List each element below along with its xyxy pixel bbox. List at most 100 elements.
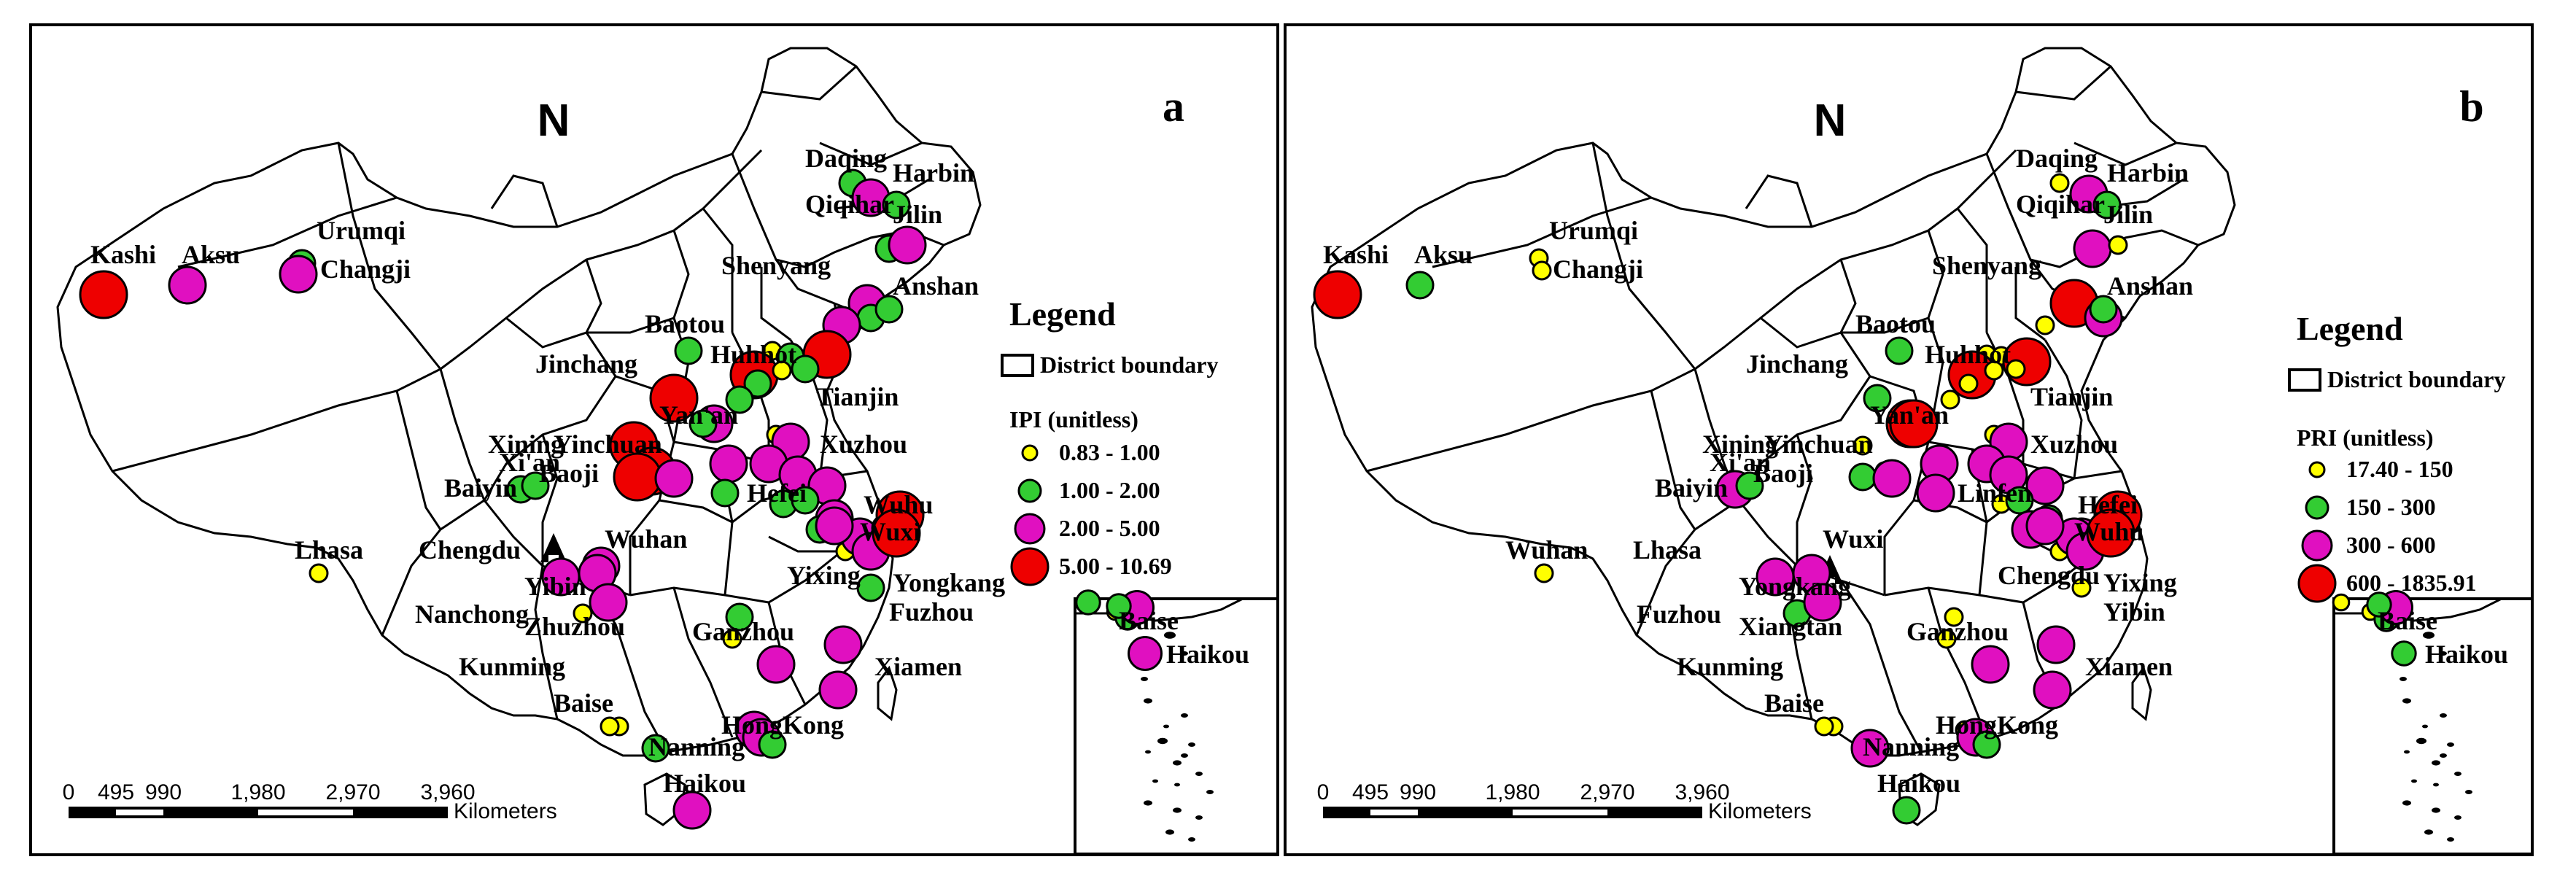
- city-label: Yan'an: [659, 400, 738, 430]
- district-boundary: [768, 535, 842, 553]
- island-mark: [2447, 837, 2454, 842]
- taiwan-outline: [2131, 665, 2152, 721]
- city-point: [1128, 636, 1163, 671]
- scale-tick-label: 1,980: [1485, 780, 1540, 804]
- city-label: Linfen: [1958, 478, 2032, 508]
- city-point: [688, 409, 718, 438]
- city-point: [743, 369, 772, 398]
- scale-unit-label: Kilometers: [454, 799, 557, 823]
- city-point: [1872, 459, 1912, 498]
- island-mark: [2440, 651, 2447, 656]
- inset-city-label: Haikou: [2425, 640, 2508, 669]
- scale-tick-label: 0: [63, 780, 75, 804]
- city-label: Ganzhou: [692, 617, 794, 646]
- city-point: [882, 190, 911, 220]
- city-label: Jinchang: [1746, 349, 1848, 379]
- island-mark: [1181, 713, 1188, 718]
- scale-tick-label: 990: [145, 780, 182, 804]
- island-mark: [2402, 800, 2411, 806]
- city-point: [1972, 730, 2001, 759]
- district-boundary: [440, 149, 763, 370]
- city-label: Lhasa: [295, 535, 363, 564]
- scale-bar-segment: [1370, 810, 1418, 815]
- legend-class-label: 300 - 600: [2346, 532, 2436, 558]
- city-point: [2086, 508, 2135, 558]
- legend-class-label: 150 - 300: [2346, 494, 2436, 520]
- city-label: Aksu: [182, 240, 240, 269]
- city-point: [613, 452, 662, 502]
- city-point: [1405, 271, 1435, 300]
- city-point: [2033, 670, 2072, 710]
- legend-class-swatch: [2301, 529, 2333, 562]
- city-label: Baotou: [1855, 309, 1936, 338]
- island-mark: [1164, 632, 1176, 639]
- district-boundary: [2014, 267, 2046, 341]
- city-label: Baoji: [1753, 459, 1813, 488]
- city-point: [710, 478, 740, 508]
- city-label: Haikou: [663, 769, 746, 798]
- city-label: Xining: [488, 430, 564, 459]
- city-point: [309, 563, 329, 583]
- city-label: Huhhot: [710, 340, 796, 369]
- scale-bar-segment: [258, 810, 353, 815]
- district-boundary: [1737, 332, 1871, 501]
- city-point: [756, 645, 796, 684]
- scale-tick-label: 3,960: [1675, 780, 1729, 804]
- city-label: Yibin: [2103, 597, 2165, 626]
- inset-city-label: Baise: [2378, 606, 2437, 635]
- legend-class-swatch: [2308, 461, 2326, 478]
- city-point: [1971, 645, 2010, 684]
- city-label: Tianjin: [816, 382, 899, 411]
- scale-tick-label: 3,960: [420, 780, 475, 804]
- city-point: [1313, 270, 1362, 319]
- city-point: [1984, 360, 2004, 381]
- district-boundary: [1841, 230, 1944, 334]
- scale-tick-label: 2,970: [1580, 780, 1634, 804]
- district-boundary: [702, 208, 734, 333]
- city-label: Qiqihar: [2016, 190, 2105, 219]
- city-label: Kashi: [90, 240, 156, 269]
- district-boundary: [761, 65, 858, 101]
- city-label: Wuhu: [2074, 517, 2144, 546]
- city-point: [2025, 506, 2065, 546]
- inset-map: Baise Haikou: [1075, 589, 1249, 842]
- city-point: [722, 629, 742, 649]
- legend-class-label: 2.00 - 5.00: [1059, 515, 1160, 541]
- legend-class-label: 600 - 1835.91: [2346, 570, 2477, 596]
- city-label: Baiyin: [1655, 473, 1728, 502]
- taiwan-outline: [877, 665, 898, 721]
- city-point: [1885, 336, 1914, 365]
- island-mark: [1165, 829, 1174, 835]
- island-mark: [2432, 760, 2440, 766]
- city-point: [2036, 625, 2076, 664]
- island-mark: [1174, 783, 1180, 787]
- district-boundary: [1745, 174, 1813, 228]
- city-label: Wuhan: [605, 524, 687, 554]
- island-mark: [1195, 772, 1203, 776]
- island-mark: [2447, 742, 2454, 747]
- city-label: HongKong: [1936, 710, 2058, 740]
- city-label: Huhhot: [1925, 340, 2011, 369]
- city-label: Nanning: [1863, 732, 1959, 761]
- city-label: Anshan: [893, 271, 979, 300]
- city-label: Chengdu: [1998, 561, 2100, 590]
- city-label: Yinchuan: [1764, 430, 1873, 459]
- city-label: Shenyang: [721, 251, 831, 280]
- scale-tick-label: 990: [1400, 780, 1436, 804]
- island-mark: [2400, 677, 2407, 681]
- city-point: [2035, 315, 2055, 335]
- district-boundary: [672, 587, 734, 738]
- city-label: Harbin: [2107, 158, 2189, 187]
- legend-class-swatch: [1010, 547, 1050, 586]
- city-label: Fuzhou: [889, 597, 974, 626]
- district-boundary: [1985, 153, 2199, 268]
- city-label: Changji: [1553, 255, 1643, 284]
- city-point: [725, 385, 754, 414]
- city-point: [2025, 466, 2065, 505]
- city-point: [649, 373, 699, 423]
- city-label: Wuhu: [864, 490, 933, 519]
- city-label: Yixing: [787, 561, 861, 590]
- city-point: [1814, 716, 1834, 737]
- district-boundary: [1591, 142, 1696, 370]
